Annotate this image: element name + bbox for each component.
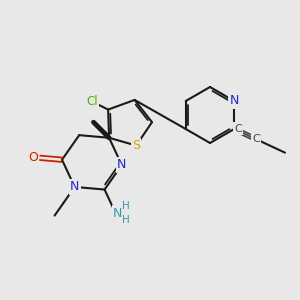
Text: Cl: Cl <box>86 95 98 108</box>
Text: S: S <box>132 139 140 152</box>
Text: N: N <box>230 94 239 107</box>
Text: O: O <box>28 151 38 164</box>
Text: C: C <box>252 134 260 144</box>
Text: C: C <box>234 124 242 134</box>
Text: N: N <box>117 158 127 172</box>
Text: N: N <box>70 180 80 194</box>
Text: N: N <box>113 207 122 220</box>
Text: H: H <box>122 201 130 211</box>
Text: H: H <box>122 215 130 225</box>
